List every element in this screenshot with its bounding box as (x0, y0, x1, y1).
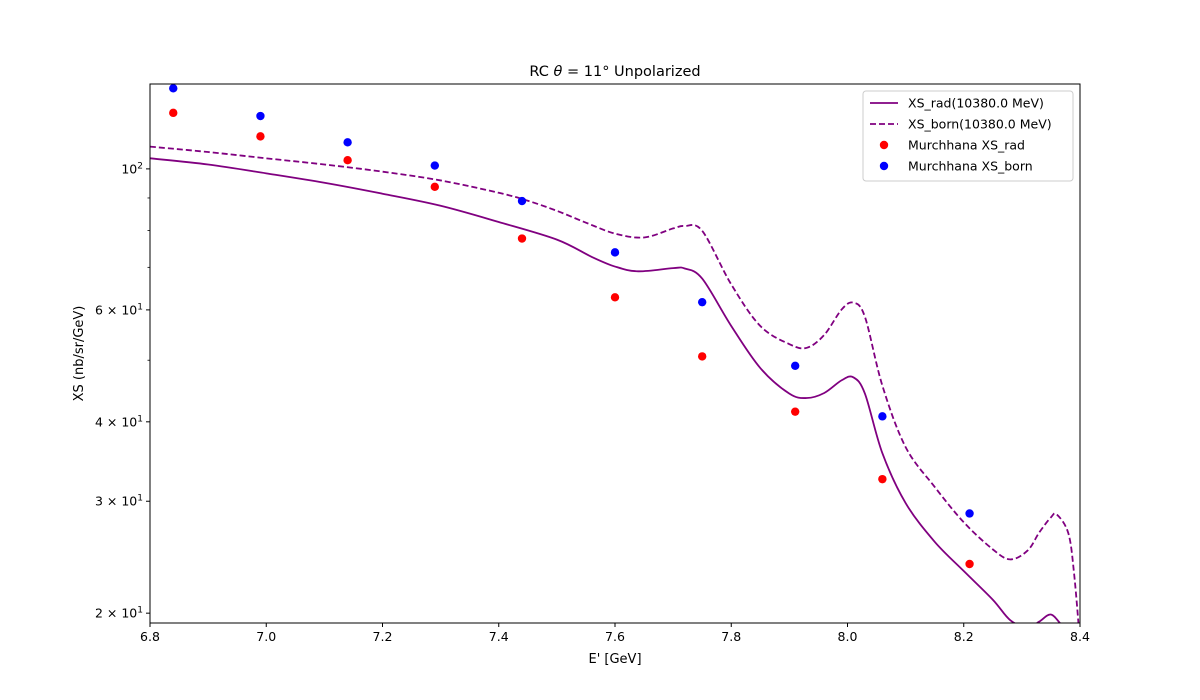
data-point-murchhana-xs-born (697, 297, 707, 307)
legend-swatch (879, 161, 889, 171)
x-tick-label: 7.0 (256, 629, 276, 644)
series-layer (150, 84, 1080, 623)
data-point-murchhana-xs-rad (430, 182, 440, 192)
data-point-murchhana-xs-born (610, 248, 620, 257)
x-tick-label: 8.2 (954, 629, 974, 644)
legend-box (862, 90, 1074, 182)
y-tick-label: 3 × 101 (95, 494, 143, 509)
data-point-murchhana-xs-born (343, 138, 352, 147)
data-point-murchhana-xs-born (169, 84, 178, 93)
data-point-murchhana-xs-born (790, 361, 800, 370)
data-point-murchhana-xs-born (965, 509, 974, 518)
series-line-xs-rad-10380-0-mev (150, 157, 1062, 623)
data-point-murchhana-xs-rad (343, 155, 352, 165)
x-axis-label: E' [GeV] (588, 652, 641, 667)
legend-label: Murchhana XS_born (908, 159, 1033, 174)
data-point-murchhana-xs-rad (965, 559, 974, 569)
x-axis: 6.8 7.0 7.2 7.4 7.6 7.8 8.0 8.2 8.4 (140, 623, 1090, 644)
y-axis-label: XS (nb/sr/GeV) (72, 306, 87, 402)
data-point-murchhana-xs-born (256, 111, 265, 121)
legend-label: XS_born(10380.0 MeV) (908, 117, 1052, 132)
legend-swatch (879, 140, 889, 150)
x-tick-label: 6.8 (140, 629, 160, 644)
legend: XS_rad(10380.0 MeV) XS_born(10380.0 MeV) M… (862, 90, 1074, 182)
data-point-murchhana-xs-rad (517, 234, 527, 243)
y-tick-label: 4 × 101 (95, 414, 143, 429)
y-tick-label: 6 × 101 (95, 302, 143, 317)
y-axis: 102 6 × 101 4 × 101 3 × 101 2 × 101 (95, 161, 150, 621)
x-tick-label: 7.2 (373, 629, 393, 644)
data-point-murchhana-xs-rad (878, 474, 887, 484)
x-tick-label: 7.6 (605, 629, 625, 644)
chart-title: RC θ = 11° Unpolarized (529, 64, 700, 80)
data-point-murchhana-xs-rad (610, 293, 620, 302)
data-point-murchhana-xs-born (878, 412, 887, 421)
data-point-murchhana-xs-rad (169, 108, 178, 118)
data-point-murchhana-xs-rad (256, 132, 265, 141)
x-tick-label: 8.4 (1070, 629, 1090, 644)
x-tick-label: 7.4 (489, 629, 509, 644)
data-point-murchhana-xs-rad (697, 352, 707, 361)
x-tick-label: 8.0 (838, 629, 858, 644)
legend-label: Murchhana XS_rad (908, 138, 1025, 153)
y-tick-label: 2 × 101 (95, 606, 143, 621)
y-tick-label: 102 (121, 161, 143, 176)
x-tick-label: 7.8 (721, 629, 741, 644)
data-point-murchhana-xs-born (430, 161, 440, 170)
legend-label: XS_rad(10380.0 MeV) (908, 96, 1044, 111)
data-point-murchhana-xs-rad (790, 407, 800, 416)
data-point-murchhana-xs-born (517, 196, 527, 206)
